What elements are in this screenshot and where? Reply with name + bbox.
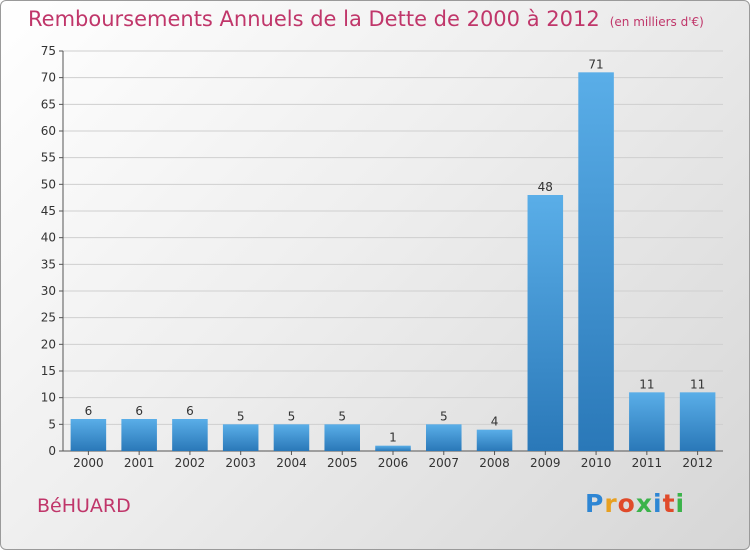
x-tick-label: 2003 — [225, 456, 256, 470]
y-tick-label: 25 — [41, 311, 56, 325]
x-tick-label: 2001 — [124, 456, 155, 470]
value-label: 5 — [338, 409, 346, 423]
value-label: 6 — [186, 404, 194, 418]
value-label: 48 — [538, 180, 553, 194]
y-tick-label: 55 — [41, 151, 56, 165]
grid-lines — [63, 50, 723, 425]
bar-2012 — [679, 392, 716, 451]
chart-unit: (en milliers d'€) — [609, 15, 704, 29]
x-tick-label: 2012 — [682, 456, 713, 470]
value-label: 4 — [491, 415, 499, 429]
logo-letter: o — [617, 489, 636, 518]
bar-2009 — [527, 195, 564, 451]
value-label: 5 — [288, 409, 296, 423]
value-label: 11 — [690, 377, 705, 391]
logo-letter: t — [662, 489, 676, 518]
y-tick-label: 20 — [41, 337, 56, 351]
value-label: 6 — [135, 404, 143, 418]
bar-2001 — [121, 419, 157, 451]
y-tick-label: 45 — [41, 204, 56, 218]
value-label: 5 — [440, 409, 448, 423]
y-tick-label: 5 — [48, 417, 56, 431]
bar-2000 — [70, 419, 107, 451]
value-label: 71 — [588, 57, 603, 71]
x-tick-label: 2009 — [530, 456, 561, 470]
y-tick-label: 0 — [48, 444, 56, 458]
y-tick-label: 70 — [41, 71, 56, 85]
bar-2002 — [172, 419, 208, 451]
y-tick-label: 65 — [41, 97, 56, 111]
x-tick-label: 2002 — [175, 456, 206, 470]
labels: 2000 6 2001 6 2002 6 2003 5 2004 5 2005 5 2006 1 2007 5… — [73, 57, 713, 470]
bar-2006 — [375, 445, 411, 451]
bar-2008 — [476, 429, 513, 451]
x-tick-label: 2004 — [276, 456, 307, 470]
y-tick-label: 40 — [41, 231, 56, 245]
bar-2007 — [426, 424, 462, 451]
commune-name: BéHUARD — [37, 495, 131, 517]
logo-letter: i — [653, 489, 663, 518]
y-tick-label: 60 — [41, 124, 56, 138]
x-tick-label: 2010 — [581, 456, 612, 470]
value-label: 6 — [85, 404, 93, 418]
logo-letter: P — [585, 489, 605, 518]
x-tick-label: 2000 — [73, 456, 104, 470]
y-tick-label: 35 — [41, 257, 56, 271]
y-tick-label: 30 — [41, 284, 56, 298]
proxiti-logo: Proxiti — [585, 489, 685, 518]
y-tick-label: 10 — [41, 391, 56, 405]
x-tick-label: 2008 — [479, 456, 510, 470]
bar-2011 — [629, 392, 665, 451]
x-tick-label: 2011 — [632, 456, 663, 470]
chart-title-text: Remboursements Annuels de la Dette de 20… — [28, 7, 600, 31]
bar-2010 — [578, 72, 614, 451]
x-tick-label: 2005 — [327, 456, 358, 470]
x-tick-label: 2006 — [378, 456, 409, 470]
logo-letter: r — [604, 489, 618, 518]
bar-2004 — [273, 424, 310, 451]
bar-2005 — [324, 424, 360, 451]
x-tick-label: 2007 — [428, 456, 459, 470]
chart-title: Remboursements Annuels de la Dette de 20… — [28, 7, 704, 31]
value-label: 11 — [639, 377, 654, 391]
logo-letter: x — [635, 489, 653, 518]
logo-letter: i — [675, 489, 686, 518]
value-label: 5 — [237, 409, 245, 423]
y-tick-label: 50 — [41, 177, 56, 191]
bar-2003 — [222, 424, 259, 451]
y-tick-label: 15 — [41, 364, 56, 378]
value-label: 1 — [389, 431, 397, 445]
bars — [70, 72, 716, 451]
y-tick-label: 75 — [41, 44, 56, 58]
